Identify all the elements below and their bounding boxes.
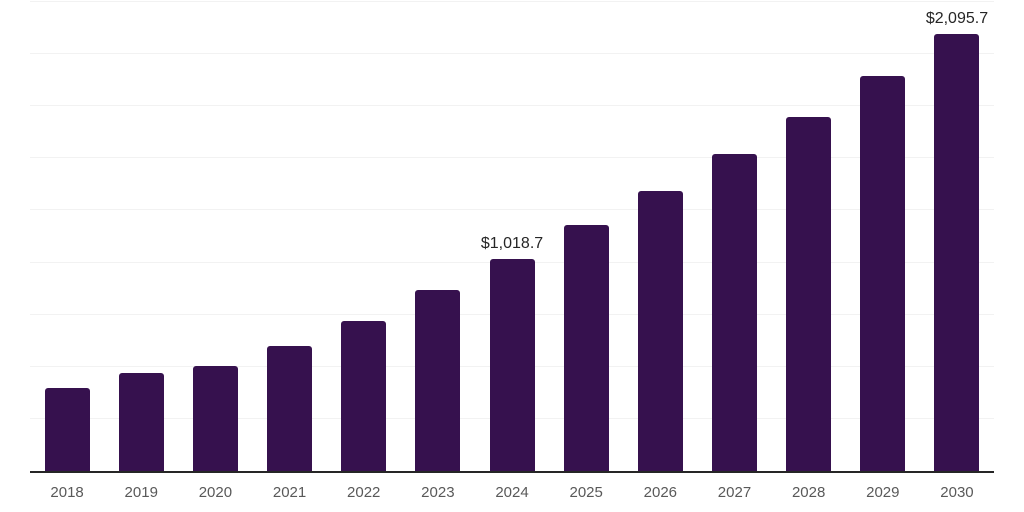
bar-2023: [415, 289, 461, 471]
x-tick-label-2021: 2021: [272, 484, 307, 501]
bar-2018: [44, 387, 90, 471]
gridline-2250: [30, 1, 994, 2]
x-tick-label-2018: 2018: [50, 484, 84, 501]
bar-2025: [563, 225, 609, 471]
bar-slot-2019: [104, 2, 178, 471]
x-tick-label-2030: 2030: [940, 484, 974, 501]
x-tick-label-2020: 2020: [198, 484, 233, 501]
bar-2020: [192, 365, 238, 471]
bar-slot-2023: [401, 2, 475, 471]
x-tick-label-2019: 2019: [124, 484, 158, 501]
bar-slot-2027: [697, 2, 771, 471]
bar-value-label-2024: $1,018.7: [480, 234, 544, 252]
gridline-1750: [30, 105, 994, 107]
bar-slot-2020: [178, 2, 252, 471]
gridline-1500: [30, 157, 994, 159]
gridline-2000: [30, 53, 994, 55]
bar-slot-2030: $2,095.7: [920, 2, 994, 471]
x-tick-label-2029: 2029: [866, 484, 900, 501]
bar-2022: [341, 320, 387, 471]
bar-2024: $1,018.7: [481, 235, 543, 471]
x-tick-label-2024: 2024: [495, 484, 529, 501]
bar-2028: [786, 116, 832, 471]
x-tick-label-2025: 2025: [569, 484, 603, 501]
x-tick-label-2026: 2026: [643, 484, 678, 501]
bar-slot-2028: [772, 2, 846, 471]
x-tick-label-2027: 2027: [717, 484, 752, 501]
plot-area: $1,018.7 $2,095.7: [30, 1, 994, 473]
bar-slot-2022: [327, 2, 401, 471]
x-tick-label-2028: 2028: [791, 484, 826, 501]
bar-slot-2024: $1,018.7: [475, 2, 549, 471]
bars-container: $1,018.7 $2,095.7: [30, 2, 994, 471]
gridline-1250: [30, 209, 994, 211]
bar-2027: [711, 154, 757, 471]
x-tick-label-2023: 2023: [421, 484, 455, 501]
bar-2026: [637, 190, 683, 471]
bar-slot-2025: [549, 2, 623, 471]
bar-slot-2026: [623, 2, 697, 471]
bar-2029: [860, 76, 906, 471]
bar-2030: $2,095.7: [926, 11, 988, 471]
bar-value-label-2030: $2,095.7: [925, 10, 989, 28]
x-tick-label-2022: 2022: [347, 484, 381, 501]
bar-2019: [118, 373, 164, 471]
x-axis-labels: 2018 2019 2020 2021 2022 2023 2024 2025 2026 2027…: [30, 480, 994, 506]
bar-slot-2018: [30, 2, 104, 471]
bar-slot-2021: [252, 2, 326, 471]
bar-slot-2029: [846, 2, 920, 471]
bar-2021: [267, 345, 313, 471]
